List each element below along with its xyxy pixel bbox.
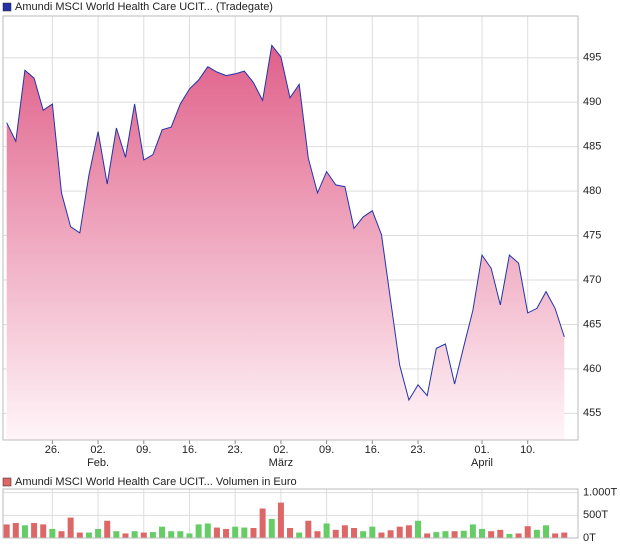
volume-bar bbox=[204, 523, 211, 538]
volume-bar bbox=[469, 524, 476, 538]
volume-bar bbox=[58, 531, 65, 538]
volume-bar bbox=[442, 531, 449, 538]
volume-bar bbox=[460, 530, 467, 538]
volume-bar bbox=[67, 517, 74, 538]
month-label: Feb. bbox=[87, 457, 109, 469]
volume-bar bbox=[497, 529, 504, 538]
volume-bar bbox=[488, 531, 495, 538]
y-tick-label: 0T bbox=[583, 532, 596, 544]
y-tick-label: 500T bbox=[583, 509, 608, 521]
volume-bar bbox=[561, 532, 568, 538]
x-tick-label: 26. bbox=[45, 444, 60, 456]
volume-bar bbox=[314, 531, 321, 538]
volume-bar bbox=[323, 523, 330, 538]
volume-bar bbox=[506, 533, 513, 538]
volume-bar bbox=[378, 532, 385, 538]
volume-bar bbox=[168, 531, 175, 538]
volume-bar bbox=[95, 528, 102, 538]
y-tick-label: 470 bbox=[583, 274, 601, 286]
volume-bar bbox=[332, 529, 339, 538]
x-tick-label: 16. bbox=[365, 444, 380, 456]
x-tick-label: 09. bbox=[136, 444, 151, 456]
volume-bar bbox=[21, 525, 28, 538]
y-tick-label: 480 bbox=[583, 185, 601, 197]
y-tick-label: 455 bbox=[583, 407, 601, 419]
month-label: April bbox=[471, 457, 493, 469]
volume-bar bbox=[223, 528, 230, 538]
volume-bar bbox=[76, 532, 83, 538]
volume-bar bbox=[85, 532, 92, 538]
x-tick-label: 10. bbox=[520, 444, 535, 456]
volume-bar bbox=[424, 533, 431, 538]
volume-bar bbox=[296, 532, 303, 538]
x-tick-label: 02. bbox=[273, 444, 288, 456]
plot-frame bbox=[2, 488, 579, 539]
y-tick-label: 495 bbox=[583, 52, 601, 64]
volume-bar bbox=[104, 520, 111, 538]
volume-bar bbox=[533, 529, 540, 538]
line bbox=[6, 44, 565, 402]
volume-bar bbox=[131, 531, 138, 538]
volume-bar bbox=[305, 520, 312, 538]
y-tick-label: 475 bbox=[583, 229, 601, 241]
volume-bar bbox=[351, 528, 358, 538]
volume-bar bbox=[369, 526, 376, 538]
volume-bar bbox=[277, 502, 284, 538]
y-tick-label: 465 bbox=[583, 318, 601, 330]
volume-bar bbox=[451, 531, 458, 538]
volume-bar bbox=[543, 525, 550, 538]
volume-bar bbox=[159, 526, 166, 538]
volume-bar bbox=[40, 524, 47, 538]
volume-bar bbox=[396, 526, 403, 538]
volume-bar bbox=[341, 525, 348, 538]
x-tick-label: 02. bbox=[90, 444, 105, 456]
volume-bar bbox=[31, 523, 38, 538]
y-tick-label: 1.000T bbox=[583, 487, 618, 499]
volume-bar bbox=[387, 530, 394, 538]
y-tick-label: 460 bbox=[583, 363, 601, 375]
volume-bar bbox=[360, 531, 367, 538]
plot-frame bbox=[2, 15, 579, 441]
volume-bar bbox=[140, 532, 147, 538]
legend-swatch bbox=[2, 2, 12, 12]
x-tick-label: 16. bbox=[182, 444, 197, 456]
volume-bar bbox=[213, 527, 220, 538]
chart-title: Amundi MSCI World Health Care UCIT... (T… bbox=[15, 1, 273, 13]
volume-bar bbox=[241, 527, 248, 538]
area bbox=[6, 45, 565, 441]
volume-bar bbox=[250, 528, 257, 538]
volume-bar bbox=[415, 520, 422, 538]
legend-swatch bbox=[2, 477, 12, 487]
volume-bar bbox=[479, 528, 486, 538]
month-label: März bbox=[269, 457, 293, 469]
chart-title: Amundi MSCI World Health Care UCIT... Vo… bbox=[15, 476, 297, 488]
x-tick-label: 23. bbox=[228, 444, 243, 456]
volume-bar bbox=[287, 528, 294, 538]
y-tick-label: 485 bbox=[583, 141, 601, 153]
volume-bar bbox=[259, 508, 266, 538]
volume-bar bbox=[405, 525, 412, 538]
volume-bar bbox=[195, 524, 202, 538]
volume-bar bbox=[268, 518, 275, 538]
volume-bar bbox=[186, 533, 193, 538]
volume-bar bbox=[12, 523, 19, 538]
x-tick-label: 01. bbox=[474, 444, 489, 456]
x-tick-label: 09. bbox=[319, 444, 334, 456]
volume-bar bbox=[232, 526, 239, 538]
volume-bar bbox=[433, 532, 440, 538]
volume-bar bbox=[122, 533, 129, 538]
volume-bar bbox=[49, 528, 56, 538]
x-tick-label: 23. bbox=[410, 444, 425, 456]
volume-bar bbox=[552, 533, 559, 538]
volume-bar bbox=[524, 526, 531, 538]
volume-bar bbox=[515, 533, 522, 538]
volume-bar bbox=[177, 531, 184, 538]
volume-bar bbox=[3, 524, 10, 538]
volume-bar bbox=[149, 532, 156, 538]
volume-bar bbox=[113, 531, 120, 538]
y-tick-label: 490 bbox=[583, 96, 601, 108]
